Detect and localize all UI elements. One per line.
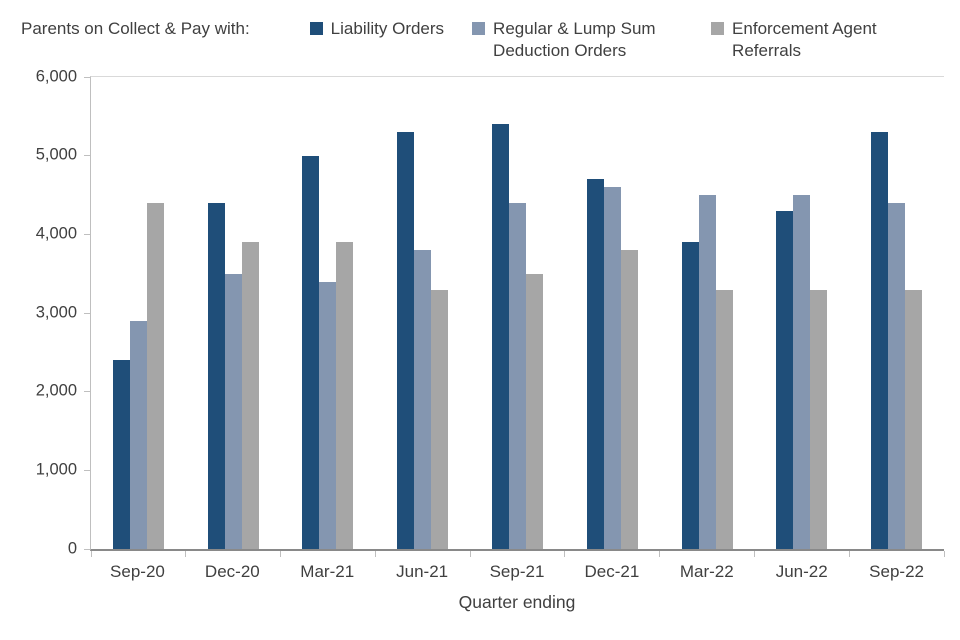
x-axis-tick [753, 551, 755, 558]
x-axis-category-label: Dec-21 [584, 562, 640, 582]
bar [224, 273, 242, 550]
bar-group [375, 77, 470, 550]
bar [905, 289, 923, 550]
y-axis-tick-label: 5,000 [35, 145, 77, 164]
bar [871, 132, 889, 550]
bar [603, 187, 621, 550]
legend-item: Liability Orders [309, 18, 445, 40]
plot-area [84, 76, 945, 558]
y-axis-tick-label: 3,000 [35, 302, 77, 321]
bar [207, 203, 225, 550]
x-axis-category-label: Dec-20 [204, 562, 260, 582]
legend-items: Liability Orders Regular & Lump Sum Deduc… [309, 18, 900, 62]
x-axis-tick [659, 551, 661, 558]
y-axis-tick [84, 470, 90, 472]
chart-legend: Parents on Collect & Pay with: Liability… [21, 18, 944, 62]
y-axis-tick [84, 76, 90, 78]
x-axis-category-label: Sep-22 [869, 562, 924, 582]
y-axis-tick-label: 6,000 [35, 66, 77, 85]
y-axis-tick [84, 155, 90, 157]
bar-group [470, 77, 565, 550]
x-axis-tick [848, 551, 850, 558]
bar-group [565, 77, 660, 550]
bar [681, 242, 699, 550]
x-axis-category-label: Jun-22 [775, 562, 828, 582]
x-axis-tick [943, 551, 945, 558]
legend-item: Regular & Lump Sum Deduction Orders [472, 18, 683, 62]
x-axis-tick [185, 551, 187, 558]
y-axis-tick [84, 548, 90, 550]
bar-group [186, 77, 281, 550]
bar [414, 250, 432, 550]
x-axis-tick [469, 551, 471, 558]
bar [241, 242, 259, 550]
bar [112, 360, 130, 550]
bar-group [849, 77, 944, 550]
bar [319, 281, 337, 550]
x-axis-tick [280, 551, 282, 558]
legend-swatch-icon [472, 22, 486, 35]
chart-body: 0 1,000 2,000 3,000 4,000 5,000 6,000 Sep-20 De… [18, 68, 945, 613]
bar [888, 203, 906, 550]
y-axis-tick-label: 1,000 [35, 460, 77, 479]
bar [129, 321, 147, 550]
y-axis-tick-label: 4,000 [35, 224, 77, 243]
bar-group [91, 77, 186, 550]
bar-group [660, 77, 755, 550]
bar [336, 242, 354, 550]
legend-item: Enforcement Agent Referrals [711, 18, 900, 62]
plot-column: Sep-20 Dec-20 Mar-21 Jun-21 Sep-21 Dec-21 Mar-… [84, 76, 945, 613]
bar [586, 179, 604, 550]
x-axis-category-label: Sep-20 [110, 562, 165, 582]
x-axis-labels: Sep-20 Dec-20 Mar-21 Jun-21 Sep-21 Dec-21 Mar-… [90, 562, 944, 582]
y-axis-tick [84, 391, 90, 393]
bar [397, 132, 415, 550]
bar [509, 203, 527, 550]
x-axis-tick [90, 551, 92, 558]
bar [146, 203, 164, 550]
bar [715, 289, 733, 550]
bar [620, 250, 638, 550]
x-axis-tick [564, 551, 566, 558]
legend-swatch-icon [309, 22, 323, 35]
bar-group [281, 77, 376, 550]
x-axis-category-label: Mar-21 [300, 562, 355, 582]
y-axis-tick-label: 0 [67, 538, 77, 557]
bar [302, 155, 320, 550]
x-axis-tick [374, 551, 376, 558]
bar [810, 289, 828, 550]
legend-label: Enforcement Agent Referrals [732, 19, 877, 61]
bar [776, 210, 794, 550]
x-axis-category-label: Mar-22 [679, 562, 734, 582]
bar [698, 195, 716, 550]
y-axis-tick-label: 2,000 [35, 381, 77, 400]
bar [793, 195, 811, 550]
y-axis-tick [84, 234, 90, 236]
bar [492, 124, 510, 550]
x-axis-category-label: Jun-21 [396, 562, 449, 582]
legend-title: Parents on Collect & Pay with: [21, 19, 250, 38]
legend-label: Regular & Lump Sum Deduction Orders [493, 19, 656, 61]
legend-label: Liability Orders [330, 19, 445, 38]
x-axis-title: Quarter ending [458, 592, 576, 613]
bar [431, 289, 449, 550]
bar [526, 273, 544, 550]
y-axis: 0 1,000 2,000 3,000 4,000 5,000 6,000 [18, 68, 90, 556]
x-axis-category-label: Sep-21 [489, 562, 545, 582]
legend-swatch-icon [711, 22, 725, 35]
bar-group [754, 77, 849, 550]
y-axis-tick [84, 312, 90, 314]
